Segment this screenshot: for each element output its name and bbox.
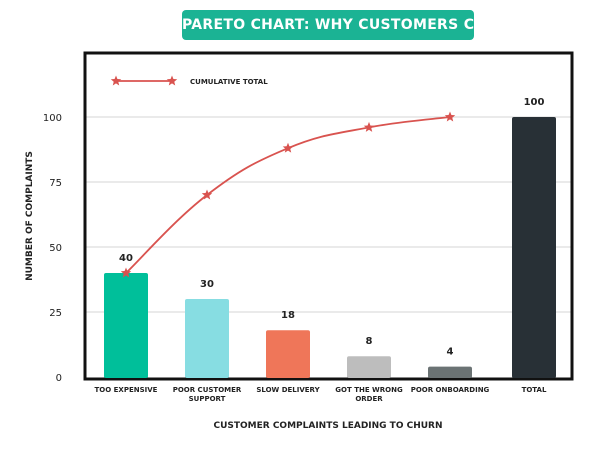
cumulative-point-star-icon	[120, 267, 132, 278]
cumulative-line	[125, 116, 451, 274]
x-axis-label: CUSTOMER COMPLAINTS LEADING TO CHURN	[213, 421, 442, 431]
bar	[104, 273, 148, 378]
cumulative-point-star-icon	[363, 121, 375, 132]
legend-star-icon	[166, 75, 178, 86]
data-label: 40	[119, 253, 133, 264]
category-label: TOO EXPENSIVE	[95, 386, 158, 394]
chart-title: PARETO CHART: WHY CUSTOMERS CHURN	[182, 10, 521, 40]
category-label: GOT THE WRONG	[335, 386, 403, 394]
y-tick-label: 75	[49, 178, 62, 189]
data-label: 18	[281, 310, 295, 321]
category-label: SUPPORT	[189, 395, 226, 403]
data-label: 30	[200, 279, 214, 290]
cumulative-point-star-icon	[444, 111, 456, 122]
bar	[266, 330, 310, 378]
y-tick-label: 0	[56, 373, 62, 384]
y-tick-label: 50	[49, 243, 62, 254]
category-label: POOR CUSTOMER	[173, 386, 242, 394]
bar	[428, 366, 472, 378]
y-tick-label: 100	[43, 113, 62, 124]
plot-frame	[83, 51, 574, 381]
y-tick-label: 25	[49, 308, 62, 319]
bar	[347, 356, 391, 378]
category-label: ORDER	[355, 395, 383, 403]
legend-label: CUMULATIVE TOTAL	[190, 78, 268, 86]
y-axis-label: NUMBER OF COMPLAINTS	[25, 151, 35, 281]
data-label: 4	[447, 347, 454, 358]
category-label: SLOW DELIVERY	[256, 386, 320, 394]
cumulative-point-star-icon	[201, 189, 213, 200]
category-label: TOTAL	[522, 386, 547, 394]
data-label: 100	[524, 97, 545, 108]
bar	[185, 299, 229, 378]
bar	[512, 117, 556, 378]
data-label: 8	[366, 336, 373, 347]
cumulative-point-star-icon	[282, 142, 294, 153]
legend-star-icon	[110, 75, 122, 86]
category-label: POOR ONBOARDING	[411, 386, 490, 394]
